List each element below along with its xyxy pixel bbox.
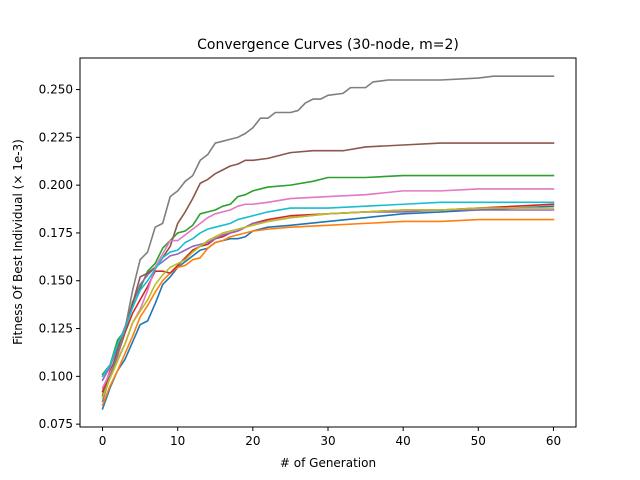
y-tick-label: 0.150 — [39, 274, 73, 288]
series-line-3 — [101, 174, 555, 376]
series-line-2 — [101, 218, 555, 407]
x-tick-label: 20 — [245, 434, 260, 448]
x-axis-label: # of Generation — [280, 456, 376, 470]
series-line-10 — [101, 201, 555, 378]
plot-frame — [79, 57, 577, 428]
series-line-8 — [101, 75, 555, 403]
series-line-9 — [101, 207, 555, 399]
y-tick-label: 0.200 — [39, 178, 73, 192]
y-tick-label: 0.175 — [39, 226, 73, 240]
x-tick-label: 40 — [396, 434, 411, 448]
x-tick-label: 60 — [546, 434, 561, 448]
x-tick-label: 0 — [99, 434, 107, 448]
y-tick-label: 0.250 — [39, 83, 73, 97]
x-tick-label: 30 — [320, 434, 335, 448]
series-layer — [101, 75, 555, 410]
ticks-layer: 0 10 20 30 40 50 60 0.075 0.100 0.125 0.150 0.175 0.… — [39, 83, 561, 448]
y-tick-label: 0.075 — [39, 417, 73, 431]
y-tick-label: 0.100 — [39, 369, 73, 383]
chart-title: Convergence Curves (30-node, m=2) — [197, 37, 459, 53]
series-line-6 — [101, 142, 555, 397]
y-tick-label: 0.225 — [39, 130, 73, 144]
y-tick-label: 0.125 — [39, 322, 73, 336]
x-tick-label: 50 — [471, 434, 486, 448]
x-tick-label: 10 — [170, 434, 185, 448]
series-line-7 — [101, 188, 555, 389]
y-axis-label: Fitness Of Best Individual (× 1e-3) — [11, 139, 25, 345]
